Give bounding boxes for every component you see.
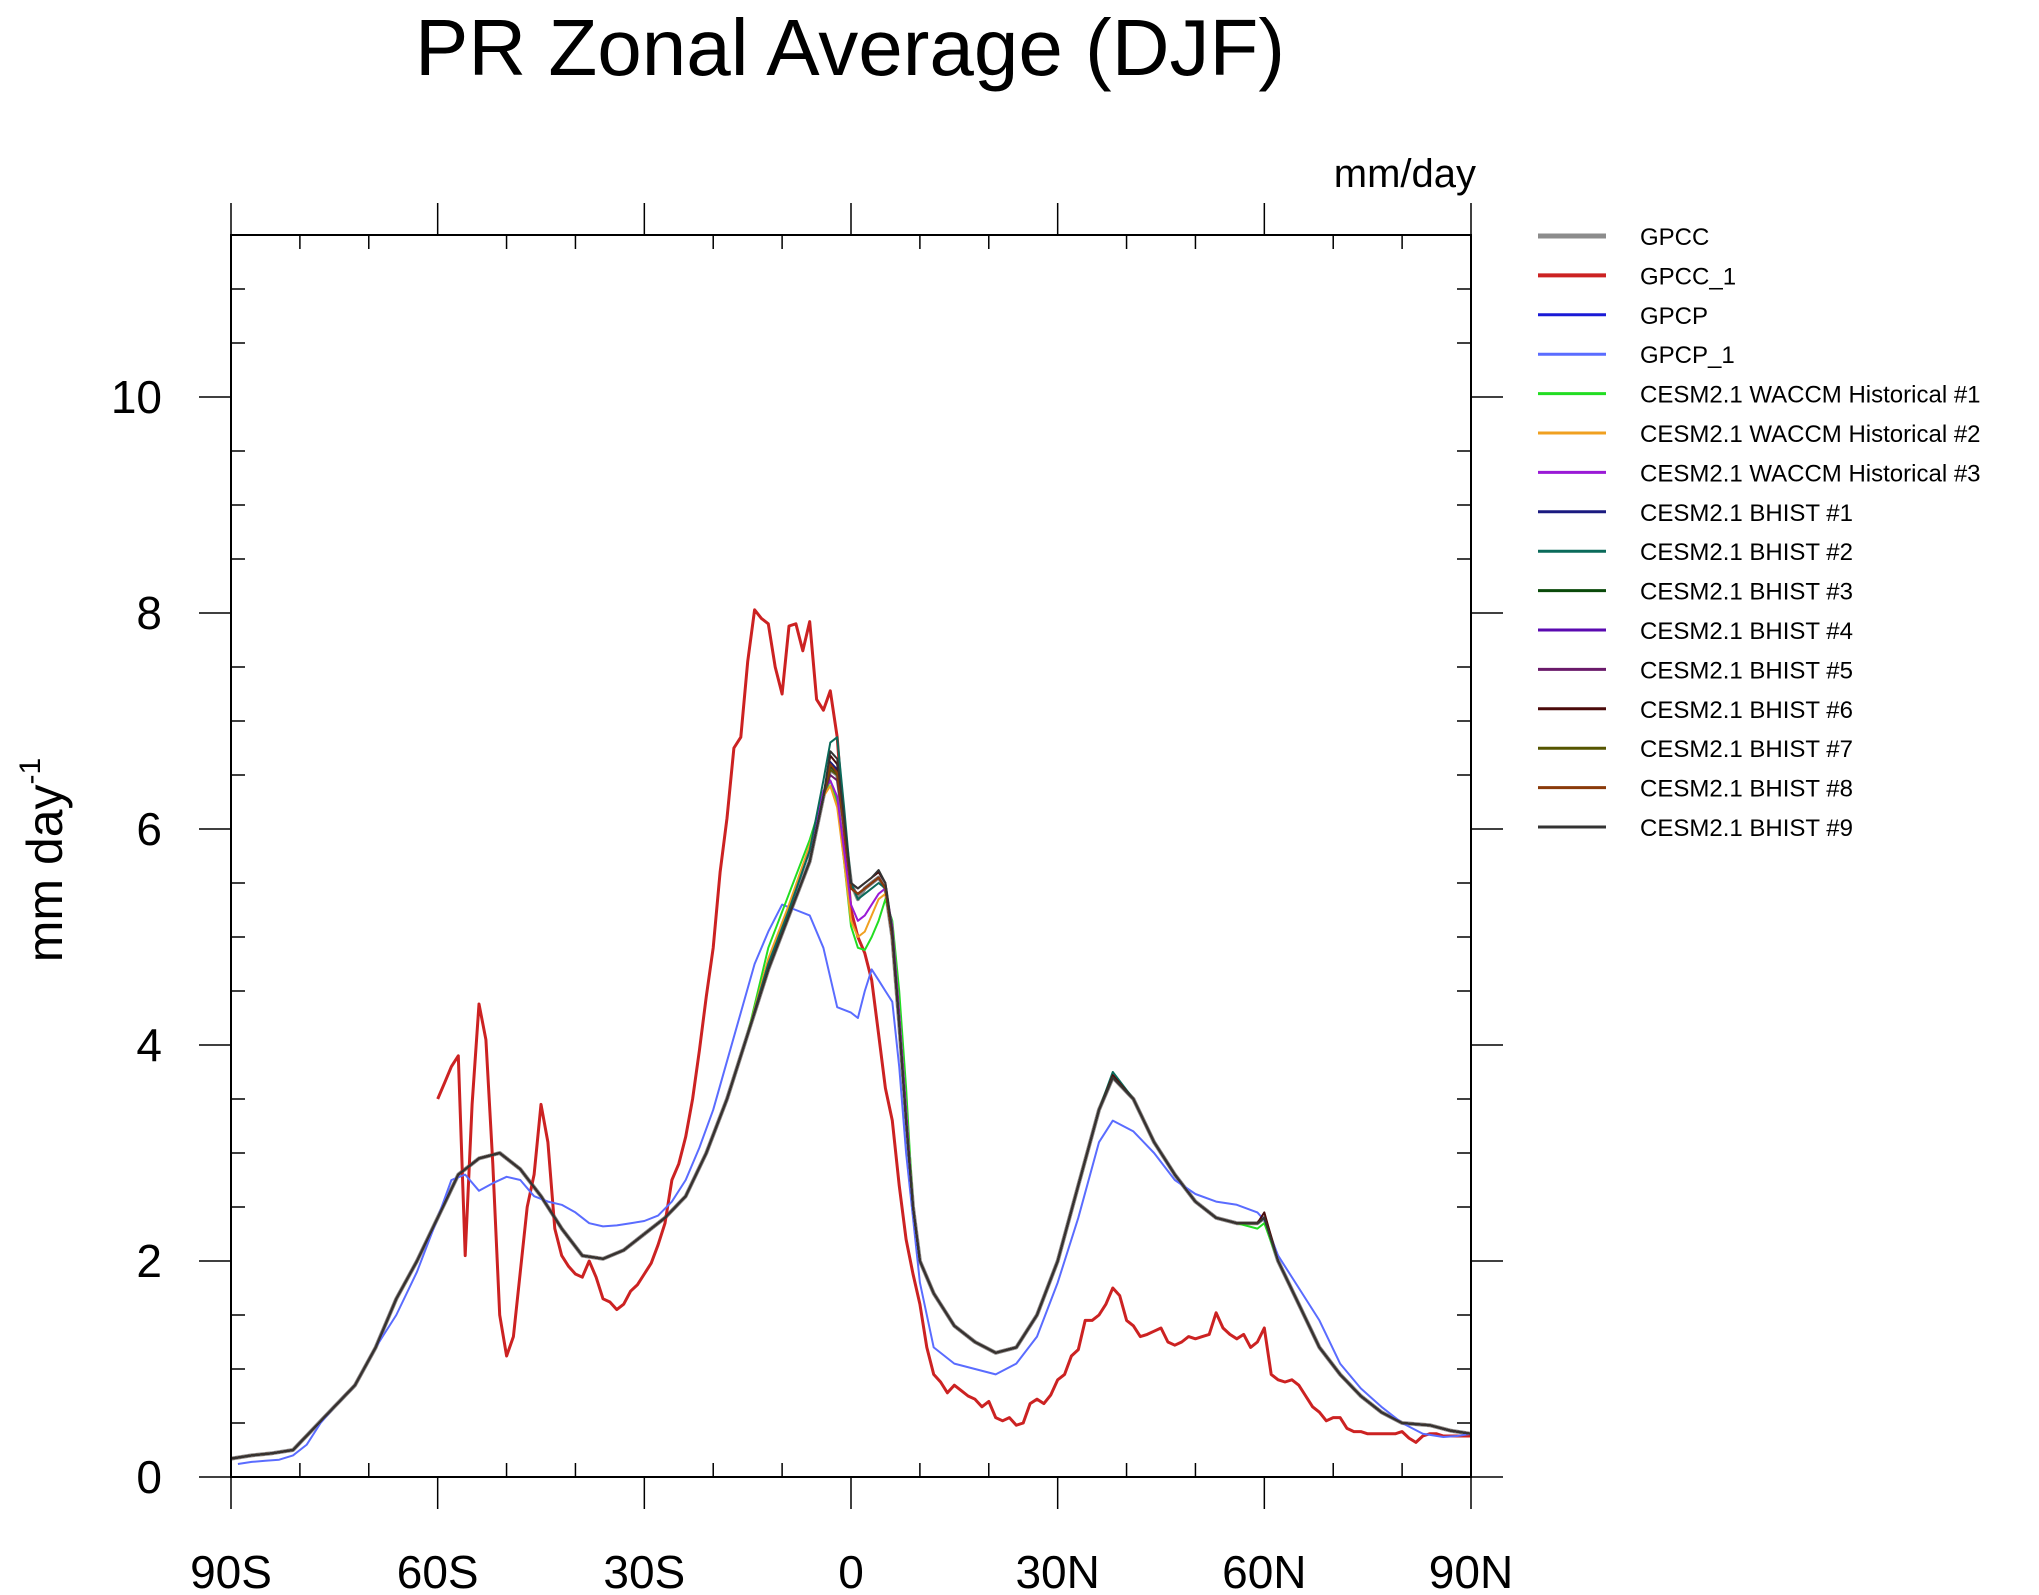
legend-label: CESM2.1 WACCM Historical #2 <box>1640 421 1981 448</box>
x-tick-label: 60N <box>1222 1546 1306 1595</box>
axis-ticks <box>199 203 1503 1509</box>
y-tick-label: 4 <box>136 1019 162 1071</box>
legend-label: GPCC <box>1640 224 1709 251</box>
series-line <box>230 736 1472 1460</box>
series-line <box>436 608 1471 1444</box>
legend-label: GPCC_1 <box>1640 263 1736 290</box>
series-line <box>230 754 1472 1460</box>
x-tick-label: 0 <box>838 1546 864 1595</box>
x-tick-label: 30N <box>1015 1546 1099 1595</box>
x-tick-label: 90N <box>1429 1546 1513 1595</box>
legend-label: CESM2.1 BHIST #6 <box>1640 697 1853 724</box>
legend-label: CESM2.1 BHIST #5 <box>1640 657 1853 684</box>
x-tick-label: 60S <box>397 1546 479 1595</box>
legend-label: CESM2.1 BHIST #4 <box>1640 618 1853 645</box>
y-axis-label-superscript: -1 <box>14 758 47 785</box>
legend-label: CESM2.1 BHIST #8 <box>1640 776 1853 803</box>
svg-text:mm day-1: mm day-1 <box>14 758 73 963</box>
y-axis-label-text: mm day <box>17 784 73 962</box>
y-tick-label: 10 <box>111 371 162 423</box>
chart-title: PR Zonal Average (DJF) <box>415 3 1285 92</box>
units-label: mm/day <box>1334 152 1476 196</box>
y-tick-labels: 0 2 4 6 8 10 <box>111 371 162 1503</box>
series-lines <box>230 608 1472 1465</box>
x-tick-labels: 90S 60S 30S 0 30N 60N 90N <box>190 1546 1513 1595</box>
x-tick-label: 30S <box>603 1546 685 1595</box>
y-tick-label: 8 <box>136 587 162 639</box>
legend-label: CESM2.1 WACCM Historical #3 <box>1640 460 1981 487</box>
plot-frame <box>230 234 1472 1478</box>
legend-label: CESM2.1 BHIST #7 <box>1640 736 1853 763</box>
legend-label: CESM2.1 BHIST #9 <box>1640 815 1853 842</box>
y-tick-label: 0 <box>136 1451 162 1503</box>
legend-label: CESM2.1 BHIST #3 <box>1640 579 1853 606</box>
legend-label: GPCP_1 <box>1640 342 1735 369</box>
legend: GPCC GPCC_1 GPCP GPCP_1 CESM2.1 WACCM Histor… <box>1538 224 1981 842</box>
legend-label: CESM2.1 WACCM Historical #1 <box>1640 382 1981 409</box>
legend-label: CESM2.1 BHIST #2 <box>1640 539 1853 566</box>
series-line <box>230 761 1472 1460</box>
legend-label: GPCP <box>1640 303 1708 330</box>
series-line <box>230 750 1472 1460</box>
y-tick-label: 2 <box>136 1235 162 1287</box>
y-tick-label: 6 <box>136 803 162 855</box>
x-tick-label: 90S <box>190 1546 272 1595</box>
legend-label: CESM2.1 BHIST #1 <box>1640 500 1853 527</box>
y-axis-label: mm day-1 <box>14 758 73 963</box>
series-line <box>237 903 1472 1465</box>
